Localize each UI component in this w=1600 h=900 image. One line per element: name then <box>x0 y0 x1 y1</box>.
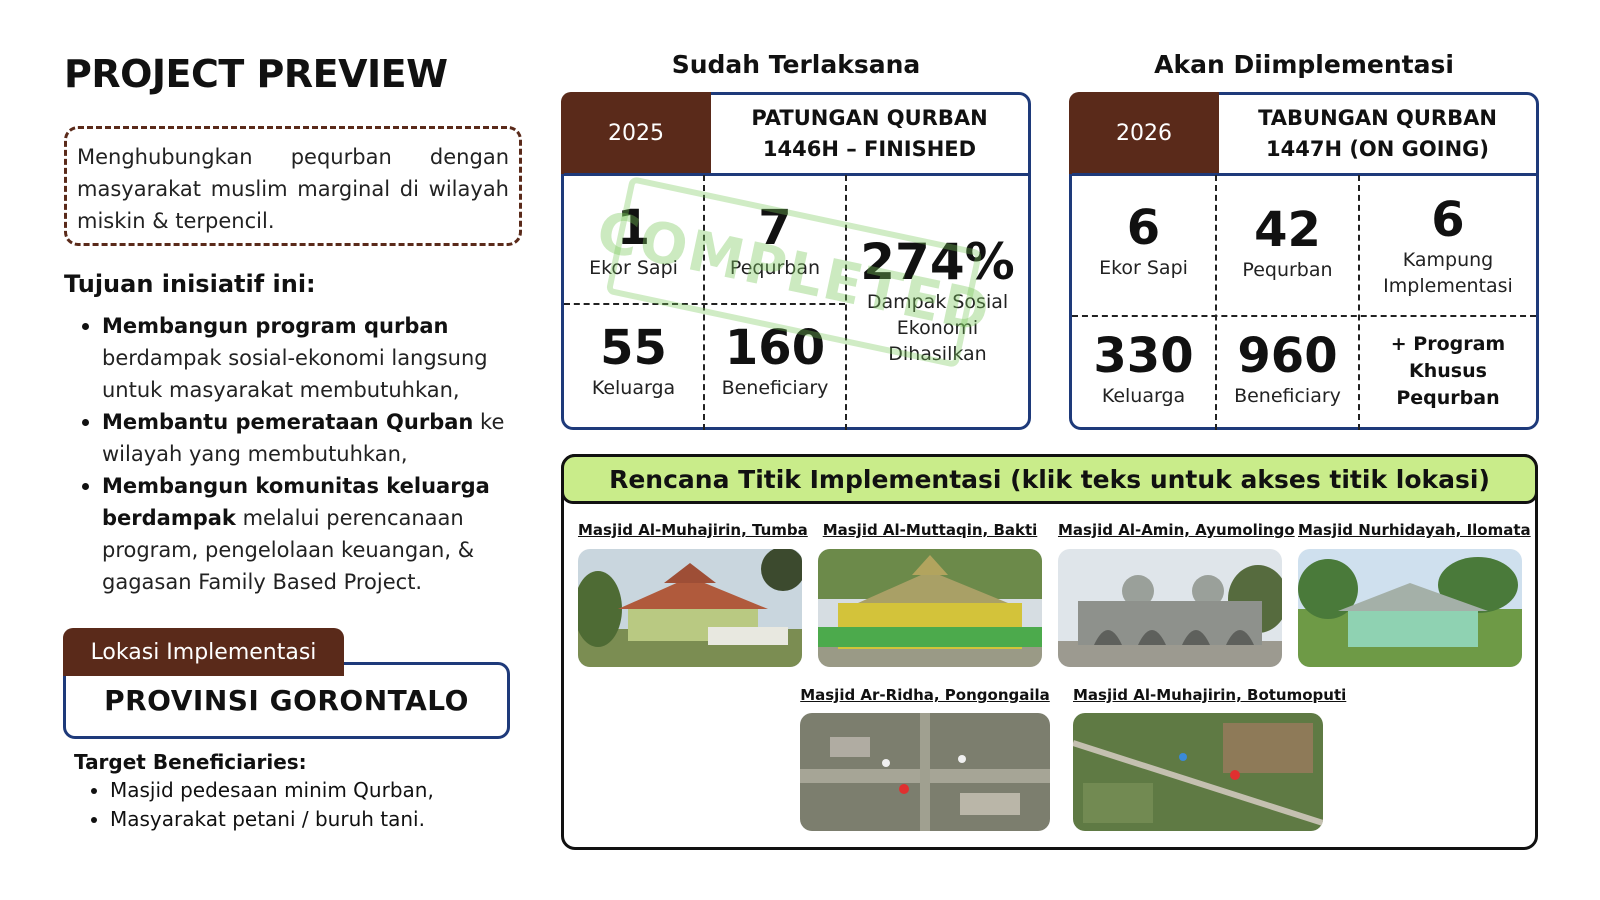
mosque-link-tumba[interactable]: Masjid Al-Muhajirin, Tumba <box>578 521 808 539</box>
target-item: Masjid pedesaan minim Qurban, <box>88 776 434 805</box>
done-stat-pequrban: 7 Pequrban <box>729 200 821 279</box>
done-year-badge: 2025 <box>561 92 711 174</box>
mosque-photo-ilomata <box>1298 549 1522 667</box>
mosque-photo-tumba <box>578 549 802 667</box>
mosque-link-pongongaila[interactable]: Masjid Ar-Ridha, Pongongaila <box>800 686 1050 704</box>
location-tab: Lokasi Implementasi <box>63 628 344 676</box>
done-title: PATUNGAN QURBAN 1446H – FINISHED <box>751 106 988 161</box>
page-title: PROJECT PREVIEW <box>64 52 448 96</box>
done-stat-cows: 1 Ekor Sapi <box>589 200 678 279</box>
done-impact: 274% Dampak Sosial Ekonomi Dihasilkan <box>860 233 1015 365</box>
planned-stat-villages: 6 Kampung Implementasi <box>1383 192 1513 297</box>
goals-heading: Tujuan inisiatif ini: <box>64 270 316 298</box>
target-item: Masyarakat petani / buruh tani. <box>88 805 434 834</box>
target-list: Masjid pedesaan minim Qurban, Masyarakat… <box>88 776 434 834</box>
goal-item: Membangun komunitas keluarga berdampak m… <box>78 470 518 598</box>
planned-year-badge: 2026 <box>1069 92 1219 174</box>
planned-stat-beneficiary: 960 Beneficiary <box>1234 328 1341 407</box>
done-heading: Sudah Terlaksana <box>671 50 921 79</box>
goal-item: Membangun program qurban berdampak sosia… <box>78 310 518 406</box>
mosque-photo-ayumolingo <box>1058 549 1282 667</box>
mosque-link-botumoputi[interactable]: Masjid Al-Muhajirin, Botumoputi <box>1073 686 1347 704</box>
intro-box: Menghubungkan pequrban dengan masyarakat… <box>64 126 522 246</box>
planned-stat-cows: 6 Ekor Sapi <box>1099 200 1188 279</box>
mosque-map-pongongaila <box>800 713 1050 831</box>
goal-item: Membantu pemerataan Qurban ke wilayah ya… <box>78 406 518 470</box>
implementation-heading: Rencana Titik Implementasi (klik teks un… <box>561 454 1538 504</box>
goals-list: Membangun program qurban berdampak sosia… <box>78 310 518 598</box>
mosque-photo-bakti <box>818 549 1042 667</box>
done-stat-families: 55 Keluarga <box>591 320 676 399</box>
mosque-link-bakti[interactable]: Masjid Al-Muttaqin, Bakti <box>822 521 1038 539</box>
planned-stat-pequrban: 42 Pequrban <box>1242 202 1333 281</box>
mosque-map-botumoputi <box>1073 713 1323 831</box>
done-stat-beneficiary: 160 Beneficiary <box>721 320 829 399</box>
target-heading: Target Beneficiaries: <box>74 750 307 774</box>
planned-special-program: + Program Khusus Pequrban <box>1390 333 1506 409</box>
planned-title: TABUNGAN QURBAN 1447H (ON GOING) <box>1258 106 1497 161</box>
mosque-link-ayumolingo[interactable]: Masjid Al-Amin, Ayumolingo <box>1058 521 1295 539</box>
mosque-link-ilomata[interactable]: Masjid Nurhidayah, Ilomata <box>1298 521 1531 539</box>
planned-stat-families: 330 Keluarga <box>1093 328 1194 407</box>
planned-heading: Akan Diimplementasi <box>1154 50 1454 79</box>
intro-text: Menghubungkan pequrban dengan masyarakat… <box>77 145 509 233</box>
